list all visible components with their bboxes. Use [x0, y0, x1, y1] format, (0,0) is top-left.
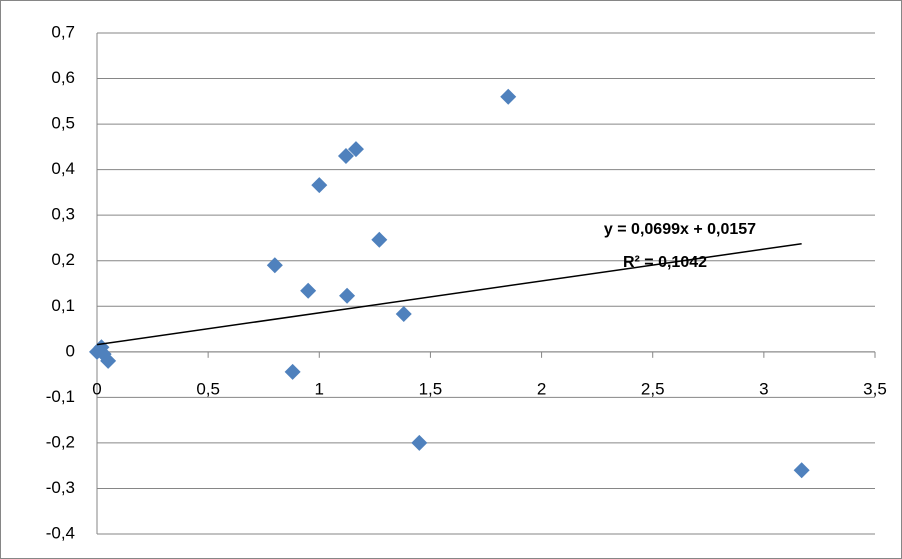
y-tick-label: 0: [66, 341, 75, 360]
trend-r2: R² = 0,1042: [623, 254, 707, 271]
chart-frame: [1, 1, 902, 559]
y-tick-label: -0,1: [46, 387, 75, 406]
point: [371, 232, 387, 248]
point: [500, 89, 516, 105]
x-tick-label: 1: [315, 379, 324, 398]
x-tick-label: 2: [537, 379, 546, 398]
point: [396, 306, 412, 322]
x-tick-label: 1,5: [419, 379, 443, 398]
y-tick-label: -0,4: [46, 523, 75, 542]
x-tick-label: 0,5: [196, 379, 220, 398]
y-tick-label: 0,4: [51, 159, 75, 178]
marks: [89, 89, 810, 478]
y-tick-label: 0,3: [51, 205, 75, 224]
x-tick-label: 3: [759, 379, 768, 398]
point: [267, 257, 283, 273]
trend-equation: y = 0,0699x + 0,0157: [604, 221, 756, 238]
y-tick-label: 0,6: [51, 68, 75, 87]
y-tick-label: 0,2: [51, 250, 75, 269]
grid: -0,4 -0,3 -0,2 -0,1 0 0,1 0,2 0,3 0,4 0,5 0,6 0,7 0 0…: [46, 22, 887, 542]
x-tick-label: 3,5: [863, 379, 887, 398]
point: [311, 177, 327, 193]
point: [411, 435, 427, 451]
y-tick-label: 0,7: [51, 22, 75, 41]
point: [285, 364, 301, 380]
y-tick-label: 0,1: [51, 296, 75, 315]
chart: -0,4 -0,3 -0,2 -0,1 0 0,1 0,2 0,3 0,4 0,5 0,6 0,7 0 0…: [0, 0, 902, 559]
x-tick-label: 2,5: [641, 379, 665, 398]
x-tick-label: 0: [92, 379, 101, 398]
point: [339, 288, 355, 304]
y-tick-label: -0,3: [46, 478, 75, 497]
point: [300, 283, 316, 299]
point: [794, 462, 810, 478]
y-tick-label: 0,5: [51, 114, 75, 133]
y-tick-label: -0,2: [46, 432, 75, 451]
